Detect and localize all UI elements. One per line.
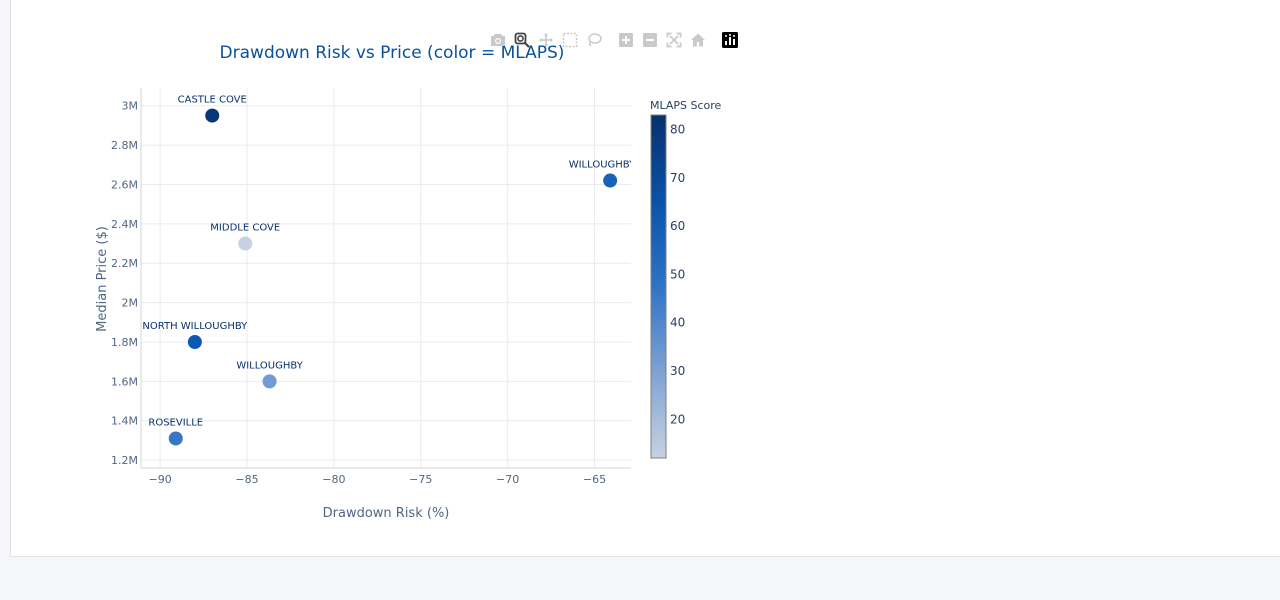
colorbar-gradient — [650, 114, 667, 459]
chart-card: −90 −85 −80 −75 −70 −65 1.2M 1.4M 1.6M 1.8M 2M 2.2M… — [10, 0, 1280, 557]
box-select-icon[interactable] — [561, 31, 579, 49]
scatter-point-group: NORTH WILLOUGHBY — [142, 321, 248, 349]
camera-icon[interactable] — [489, 31, 507, 49]
y-axis-title: Median Price ($) — [95, 226, 110, 332]
colorbar-tick-label: 80 — [670, 122, 685, 136]
grid-layer — [141, 88, 631, 468]
zoom-icon[interactable] — [513, 31, 531, 49]
colorbar: MLAPS Score 20 30 40 50 60 70 80 — [650, 99, 722, 459]
y-tick-label: 2.4M — [111, 218, 138, 231]
y-tick-label: 3M — [122, 100, 139, 113]
y-tick-label: 2M — [122, 297, 139, 310]
scatter-point-group: WILLOUGHBY EA — [569, 160, 652, 188]
modebar — [489, 31, 745, 49]
pan-icon[interactable] — [537, 31, 555, 49]
autoscale-icon[interactable] — [665, 31, 683, 49]
x-axis-title: Drawdown Risk (%) — [323, 506, 450, 521]
x-tick-label: −70 — [496, 473, 519, 486]
x-tick-label: −85 — [235, 473, 258, 486]
colorbar-tick-label: 20 — [670, 412, 685, 426]
x-tick-label: −90 — [149, 473, 172, 486]
y-tick-label: 1.4M — [111, 415, 138, 428]
colorbar-tick-label: 50 — [670, 267, 685, 281]
scatter-chart: −90 −85 −80 −75 −70 −65 1.2M 1.4M 1.6M 1.8M 2M 2.2M… — [95, 43, 722, 521]
chart-title: Drawdown Risk vs Price (color = MLAPS) — [220, 43, 565, 63]
scatter-point-group: MIDDLE COVE — [210, 223, 280, 251]
scatter-point[interactable] — [603, 173, 618, 188]
x-tick-label: −65 — [583, 473, 606, 486]
scatter-point[interactable] — [168, 431, 183, 446]
scatter-point[interactable] — [205, 108, 220, 123]
colorbar-title: MLAPS Score — [650, 99, 722, 112]
point-label: WILLOUGHBY — [236, 360, 303, 371]
colorbar-tick-label: 30 — [670, 364, 685, 378]
point-label: CASTLE COVE — [178, 95, 247, 106]
x-tick-label: −75 — [409, 473, 432, 486]
y-tick-label: 1.8M — [111, 336, 138, 349]
y-tick-label: 2.2M — [111, 257, 138, 270]
point-label: MIDDLE COVE — [210, 223, 280, 234]
zoom-out-icon[interactable] — [641, 31, 659, 49]
scatter-point[interactable] — [238, 236, 253, 251]
point-label: NORTH WILLOUGHBY — [142, 321, 248, 332]
colorbar-tick-label: 60 — [670, 219, 685, 233]
colorbar-tick-label: 70 — [670, 171, 685, 185]
colorbar-tick-label: 40 — [670, 316, 685, 330]
colorbar-ticks: 20 30 40 50 60 70 80 — [670, 122, 685, 426]
reset-axes-icon[interactable] — [689, 31, 707, 49]
scatter-point-group: CASTLE COVE — [178, 95, 247, 123]
y-tick-label: 2.8M — [111, 139, 138, 152]
point-label: ROSEVILLE — [148, 417, 203, 428]
scatter-point[interactable] — [187, 334, 202, 349]
point-label: WILLOUGHBY EA — [569, 160, 652, 171]
lasso-select-icon[interactable] — [585, 31, 603, 49]
x-tick-label: −80 — [322, 473, 345, 486]
y-tick-label: 2.6M — [111, 178, 138, 191]
points-layer: CASTLE COVE WILLOUGHBY EA MIDDLE COVE NORTH… — [142, 95, 652, 446]
axis-layer: −90 −85 −80 −75 −70 −65 1.2M 1.4M 1.6M 1.8M 2M 2.2M… — [111, 88, 631, 486]
y-tick-label: 1.6M — [111, 375, 138, 388]
scatter-point-group: WILLOUGHBY — [236, 360, 304, 389]
scatter-point[interactable] — [262, 374, 277, 389]
plotly-logo-icon[interactable] — [721, 31, 739, 49]
y-tick-label: 1.2M — [111, 454, 138, 467]
zoom-in-icon[interactable] — [617, 31, 635, 49]
scatter-point-group: ROSEVILLE — [148, 417, 203, 446]
